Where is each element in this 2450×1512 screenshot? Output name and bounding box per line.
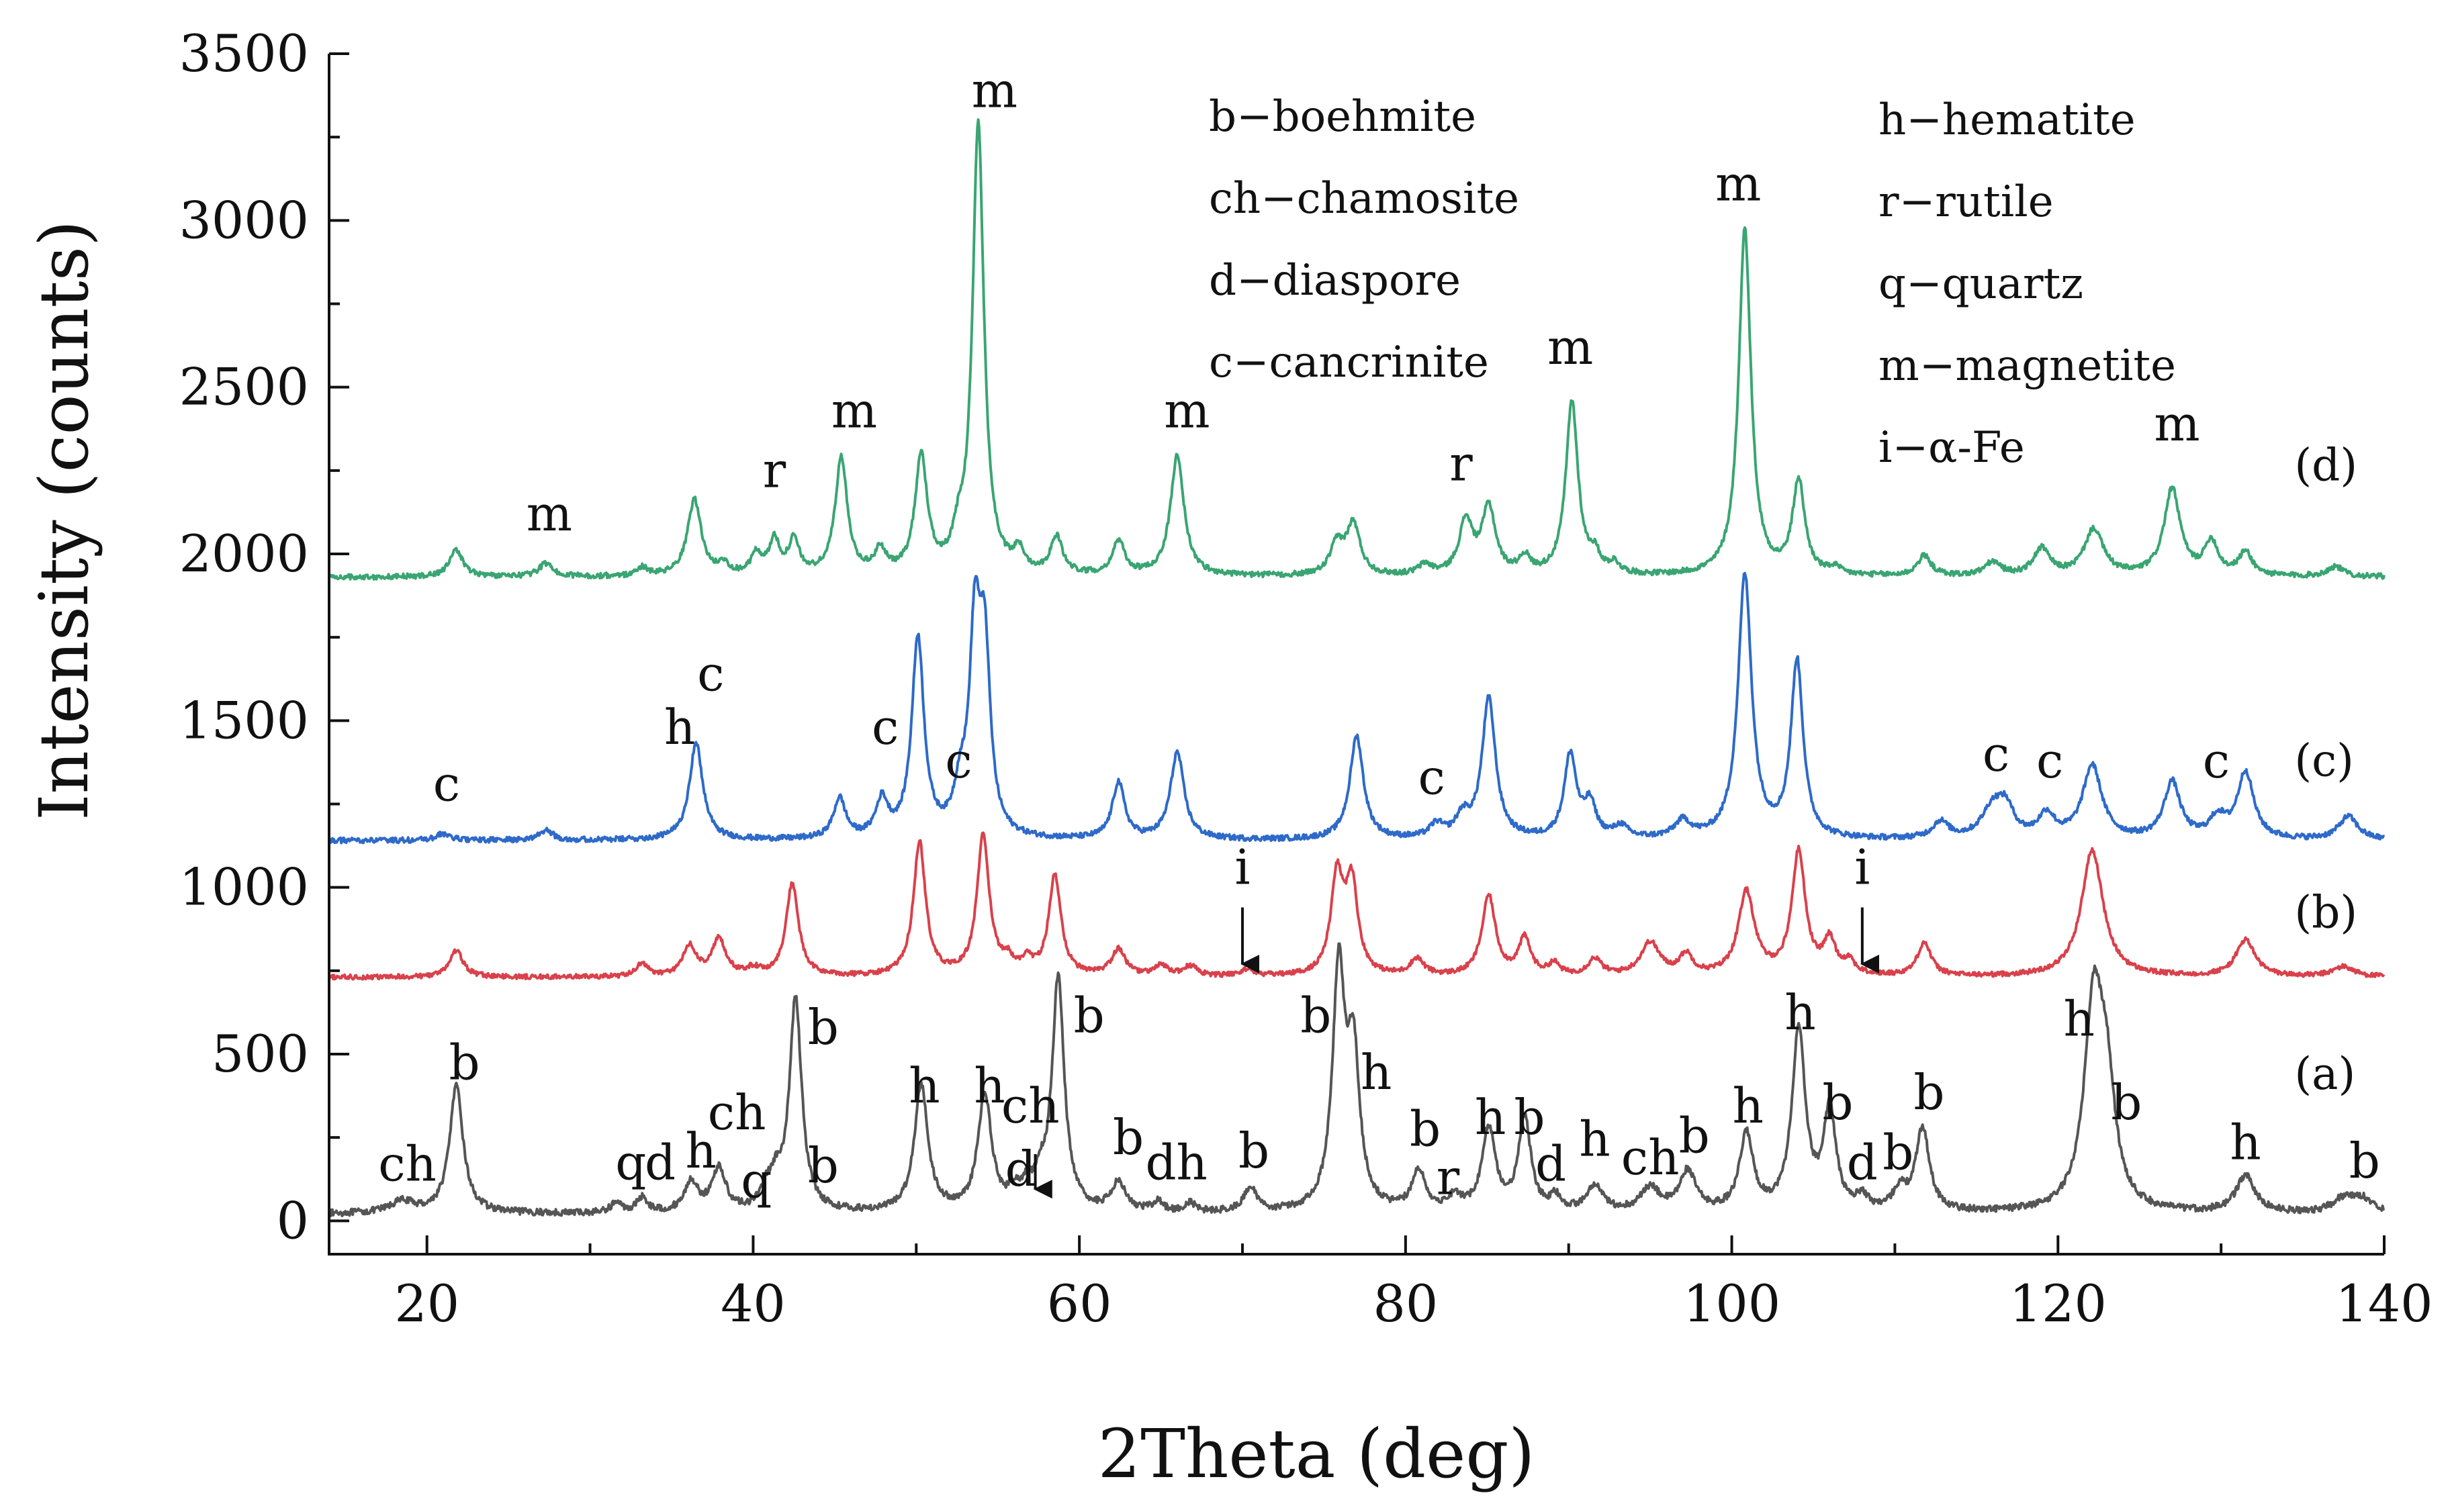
peak-label: h [1733,1078,1764,1134]
peak-label: b [1913,1064,1944,1121]
y-tick-label: 3000 [179,190,309,250]
peak-label: h [2064,991,2095,1047]
peak-label: h [686,1123,717,1179]
legend-entry-quartz: q−quartz [1878,259,2083,309]
peak-label: h [1475,1089,1506,1145]
peak-label: b [808,1137,839,1194]
peak-label: h [2230,1114,2261,1170]
series-line-3 [328,118,2386,581]
peak-label: h [1579,1111,1610,1167]
series-line-2 [328,571,2386,845]
peak-label: c [433,756,460,812]
peak-label: m [527,485,572,542]
peak-label: d [1005,1141,1036,1197]
peak-label: b [2349,1133,2380,1189]
peak-label: i [1234,839,1250,896]
series-group [328,118,2386,1218]
x-axis-title: 2Theta (deg) [1098,1415,1535,1493]
peak-label: c [945,733,972,789]
peak-label: b [2111,1074,2142,1131]
peak-label: c [1983,726,2009,782]
y-tick-label: 1500 [179,690,309,750]
peak-label: c [872,699,899,755]
peak-label: q [615,1134,646,1190]
peak-label: m [1715,156,1761,212]
peak-label: m [972,62,1017,118]
x-tick-label: 120 [2009,1274,2107,1333]
legend-entry-boehmite: b−boehmite [1209,92,1476,142]
x-tick-label: 20 [394,1274,459,1333]
x-tick-label: 80 [1373,1274,1438,1333]
peak-label: i [1854,839,1870,896]
y-tick-label: 2500 [179,357,309,417]
peak-label: r [1437,1149,1460,1206]
legend-entry-diaspore: d−diaspore [1209,256,1461,305]
axes: 20 40 60 80 100 120 140 0 500 1000 1500 2000 2500 300… [179,23,2433,1333]
peak-label: r [1449,436,1473,492]
legend: b−boehmite ch−chamosite d−diaspore c−can… [1209,92,2176,473]
legend-entry-chamosite: ch−chamosite [1209,174,1519,224]
peak-label: b [1679,1108,1710,1164]
peak-label: b [1074,988,1105,1044]
peak-label: m [2154,395,2199,452]
y-tick-label: 1000 [179,857,309,917]
peak-label: r [763,442,786,499]
peak-label: h [1784,984,1815,1041]
peak-label: ch [378,1136,437,1192]
series-line-1 [328,831,2386,981]
peak-label: b [1882,1124,1913,1180]
peak-label: d [645,1134,676,1190]
y-tick-label: 2000 [179,524,309,583]
series-tag: (d) [2294,440,2357,491]
x-tick-label: 60 [1047,1274,1112,1333]
x-tick-label: 100 [1683,1274,1780,1333]
series-tag: (a) [2294,1048,2355,1100]
peak-label: h [1361,1044,1392,1100]
peak-label: b [1822,1074,1853,1131]
peak-label: h [1177,1134,1208,1190]
y-axis-title: Intensity (counts) [25,220,103,820]
peak-label: b [1300,988,1331,1044]
legend-entry-rutile: r−rutile [1878,177,2054,227]
x-tick-label: 40 [721,1274,786,1333]
peak-label: b [1113,1109,1144,1166]
peak-label: q [741,1153,772,1209]
peak-label: h [664,699,695,755]
peak-label: c [1418,749,1445,806]
peak-label: c [2036,733,2063,789]
peak-label: h [974,1057,1005,1114]
peak-label: h [909,1057,940,1114]
peak-label: ch [1001,1078,1060,1134]
series-tag: (b) [2294,886,2357,938]
peak-label: m [831,382,877,438]
legend-entry-cancrinite: c−cancrinite [1209,338,1489,387]
y-tick-label: 0 [277,1190,309,1250]
series-tag: (c) [2294,735,2353,786]
x-tick-label: 140 [2335,1274,2433,1333]
peak-label: b [1514,1089,1545,1145]
peak-label: d [1535,1136,1566,1192]
peak-label: ch [708,1084,766,1141]
legend-entry-alpha-fe: i−α-Fe [1878,423,2025,473]
peak-label: b [1410,1101,1441,1157]
peak-label: m [1547,319,1593,375]
peak-label: c [2203,733,2230,789]
axis-spines [328,54,2384,1256]
peak-label: m [1164,382,1210,438]
y-tick-label: 3500 [179,23,309,83]
peak-label: b [1238,1123,1269,1179]
peak-label: d [1847,1134,1878,1190]
peak-label: b [808,999,839,1055]
y-tick-label: 500 [212,1024,309,1084]
series-line-0 [328,942,2386,1218]
peak-label: b [449,1034,480,1090]
legend-entry-hematite: h−hematite [1878,95,2136,145]
peak-label: c [697,646,724,702]
legend-entry-magnetite: m−magnetite [1878,341,2176,391]
peak-label: ch [1621,1129,1680,1186]
peak-label: d [1146,1134,1177,1190]
